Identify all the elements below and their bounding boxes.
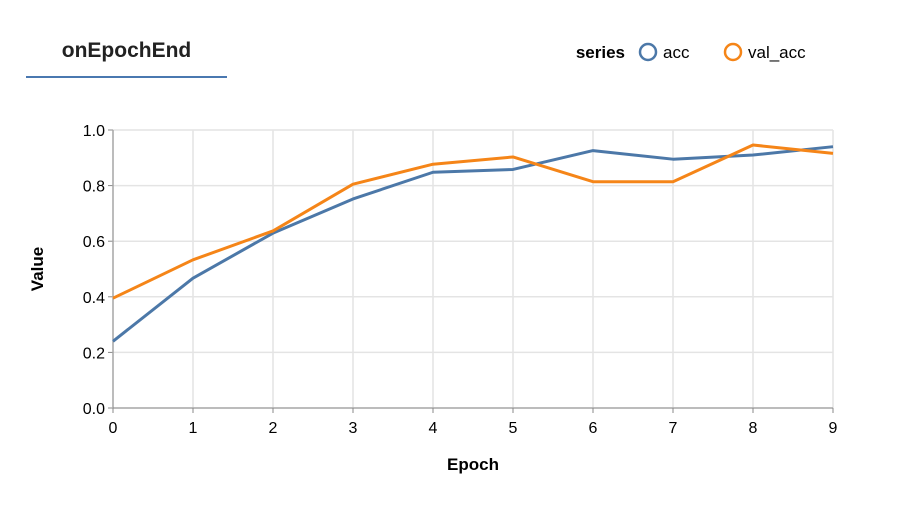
y-tick-label: 0.6 <box>83 234 105 251</box>
series-line-acc <box>112 145 834 343</box>
legend-title: series <box>576 43 625 62</box>
legend-symbol-val_acc <box>723 42 743 62</box>
tab-label: onEpochEnd <box>61 39 192 62</box>
x-tick-label: 7 <box>669 420 678 437</box>
tab-onepochend[interactable]: onEpochEnd <box>26 36 227 78</box>
x-tick-label: 6 <box>589 420 598 437</box>
series-line-val_acc <box>112 143 834 300</box>
x-tick-label: 9 <box>829 420 838 437</box>
x-tick-label: 0 <box>109 420 118 437</box>
x-axis-title: Epoch <box>447 455 499 474</box>
y-tick-label: 0.4 <box>83 290 105 307</box>
x-tick-label: 3 <box>349 420 358 437</box>
x-tick-label: 4 <box>429 420 438 437</box>
x-tick-label: 2 <box>269 420 278 437</box>
legend-label-val_acc: val_acc <box>748 43 806 62</box>
x-tick-label: 8 <box>749 420 758 437</box>
y-axis-title: Value <box>28 247 47 291</box>
y-tick-label: 0.0 <box>83 401 105 418</box>
y-tick-label: 1.0 <box>83 123 105 140</box>
legend-label-acc: acc <box>663 43 690 62</box>
y-tick-label: 0.2 <box>83 345 105 362</box>
y-tick-label: 0.8 <box>83 179 105 196</box>
legend-symbol-acc <box>638 42 658 62</box>
x-tick-label: 5 <box>509 420 518 437</box>
x-tick-label: 1 <box>189 420 198 437</box>
